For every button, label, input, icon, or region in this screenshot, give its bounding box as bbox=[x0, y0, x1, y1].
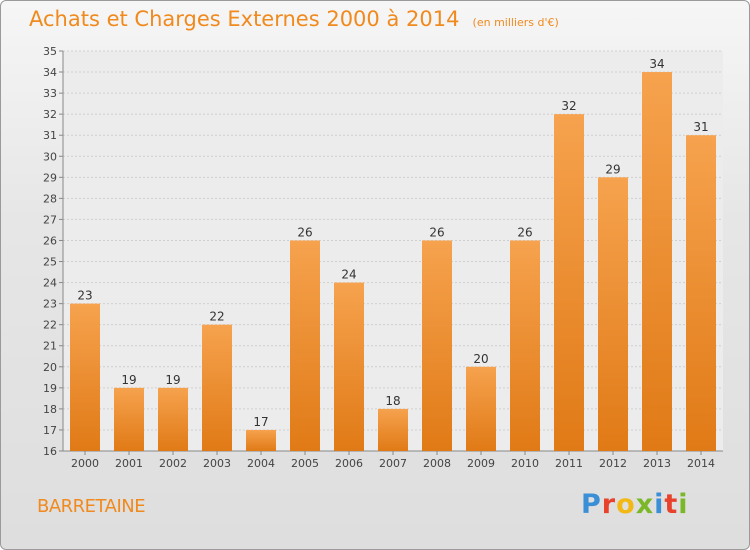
y-tick-label: 33 bbox=[43, 87, 57, 100]
bar-2010 bbox=[510, 240, 540, 451]
logo-letter: P bbox=[581, 489, 602, 520]
bar-2013 bbox=[642, 72, 672, 451]
bar-2006 bbox=[334, 282, 364, 451]
y-tick-label: 27 bbox=[43, 213, 57, 226]
bar-2011 bbox=[554, 114, 584, 451]
bar-2012 bbox=[598, 177, 628, 451]
y-tick-label: 19 bbox=[43, 382, 57, 395]
logo-letter: x bbox=[635, 489, 655, 520]
bar-2007 bbox=[378, 408, 408, 451]
bar-2000 bbox=[70, 303, 100, 451]
x-tick-label-2003: 2003 bbox=[203, 457, 231, 470]
y-tick-label: 34 bbox=[43, 66, 57, 79]
data-label-2013: 34 bbox=[649, 57, 664, 71]
x-tick-label-2009: 2009 bbox=[467, 457, 495, 470]
y-tick-label: 21 bbox=[43, 340, 57, 353]
data-label-2010: 26 bbox=[517, 225, 532, 239]
x-tick-label-2012: 2012 bbox=[599, 457, 627, 470]
data-label-2006: 24 bbox=[341, 268, 356, 282]
y-tick-label: 28 bbox=[43, 192, 57, 205]
x-tick-label-2005: 2005 bbox=[291, 457, 319, 470]
logo-letter: r bbox=[601, 489, 617, 520]
bar-2005 bbox=[290, 240, 320, 451]
data-label-2008: 26 bbox=[429, 225, 444, 239]
x-tick-label-2002: 2002 bbox=[159, 457, 187, 470]
x-tick-label-2001: 2001 bbox=[115, 457, 143, 470]
x-tick-label-2008: 2008 bbox=[423, 457, 451, 470]
y-tick-label: 26 bbox=[43, 234, 57, 247]
y-tick-label: 25 bbox=[43, 256, 57, 269]
logo-letter: t bbox=[664, 489, 679, 520]
data-label-2005: 26 bbox=[297, 225, 312, 239]
data-label-2014: 31 bbox=[693, 120, 708, 134]
proxiti-logo[interactable]: Proxiti bbox=[581, 489, 689, 520]
y-tick-label: 30 bbox=[43, 150, 57, 163]
x-tick-label-2000: 2000 bbox=[71, 457, 99, 470]
y-tick-label: 18 bbox=[43, 403, 57, 416]
chart-header: Achats et Charges Externes 2000 à 2014 (… bbox=[29, 7, 559, 31]
x-tick-label-2011: 2011 bbox=[555, 457, 583, 470]
y-tick-label: 35 bbox=[43, 45, 57, 58]
bar-2009 bbox=[466, 366, 496, 451]
y-tick-label: 22 bbox=[43, 319, 57, 332]
chart-title: Achats et Charges Externes 2000 à 2014 bbox=[29, 7, 460, 31]
logo-letter: i bbox=[654, 489, 665, 520]
y-tick-label: 23 bbox=[43, 298, 57, 311]
y-tick-label: 16 bbox=[43, 445, 57, 458]
y-tick-label: 31 bbox=[43, 129, 57, 142]
x-tick-label-2004: 2004 bbox=[247, 457, 275, 470]
y-tick-label: 32 bbox=[43, 108, 57, 121]
commune-name: BARRETAINE bbox=[37, 496, 146, 517]
data-label-2012: 29 bbox=[605, 162, 620, 176]
bar-2003 bbox=[202, 324, 232, 451]
x-tick-label-2010: 2010 bbox=[511, 457, 539, 470]
data-label-2004: 17 bbox=[253, 415, 268, 429]
bar-2002 bbox=[158, 387, 188, 451]
bar-2001 bbox=[114, 387, 144, 451]
y-tick-label: 17 bbox=[43, 424, 57, 437]
x-tick-label-2007: 2007 bbox=[379, 457, 407, 470]
y-tick-label: 24 bbox=[43, 277, 57, 290]
data-label-2002: 19 bbox=[165, 373, 180, 387]
y-tick-label: 20 bbox=[43, 361, 57, 374]
data-label-2001: 19 bbox=[121, 373, 136, 387]
logo-letter: o bbox=[616, 489, 636, 520]
data-label-2009: 20 bbox=[473, 352, 488, 366]
y-tick-label: 29 bbox=[43, 171, 57, 184]
data-label-2011: 32 bbox=[561, 99, 576, 113]
bar-2004 bbox=[246, 429, 276, 451]
x-tick-label-2006: 2006 bbox=[335, 457, 363, 470]
x-tick-label-2014: 2014 bbox=[687, 457, 715, 470]
data-label-2003: 22 bbox=[209, 310, 224, 324]
data-label-2007: 18 bbox=[385, 394, 400, 408]
x-tick-label-2013: 2013 bbox=[643, 457, 671, 470]
logo-letter: i bbox=[678, 489, 689, 520]
bar-2014 bbox=[686, 135, 716, 452]
data-label-2000: 23 bbox=[77, 289, 92, 303]
bar-2008 bbox=[422, 240, 452, 451]
chart-unit: (en milliers d'€) bbox=[472, 16, 559, 29]
